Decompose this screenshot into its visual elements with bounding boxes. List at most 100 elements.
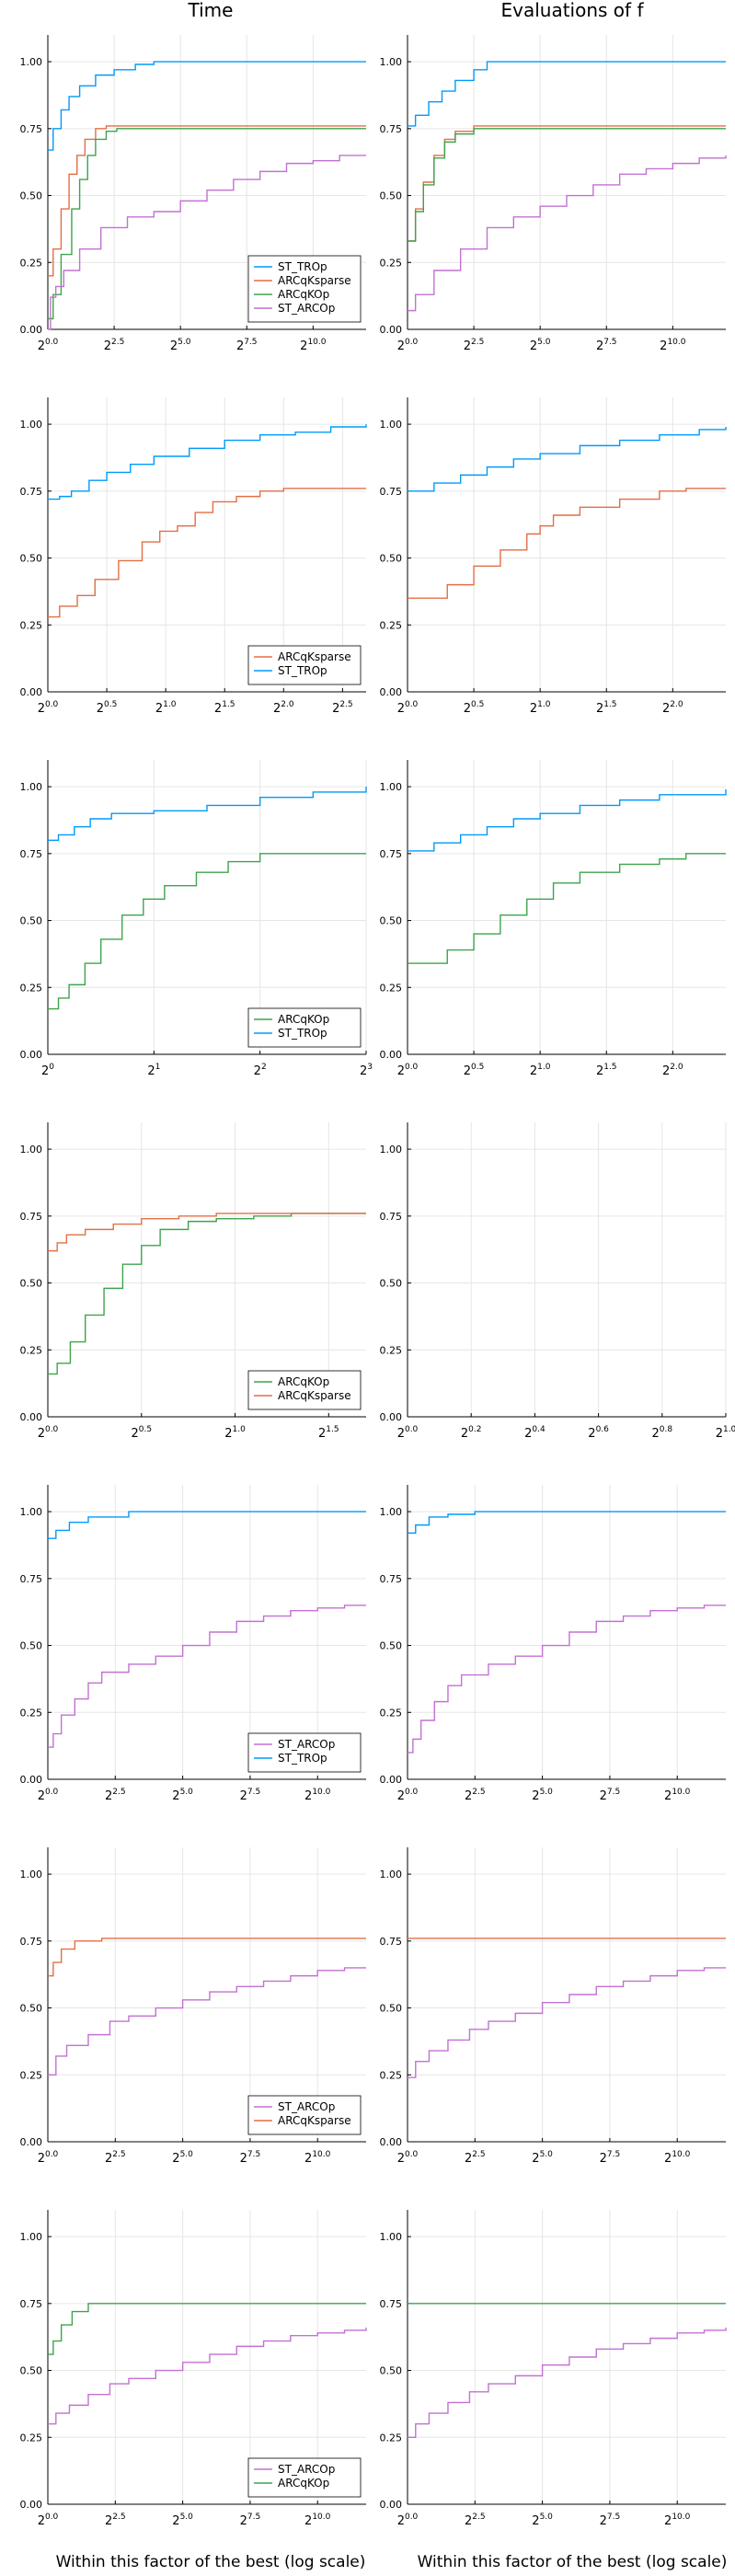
x-tick-label: 21.0 — [716, 1425, 735, 1441]
legend-box — [247, 1370, 362, 1410]
y-tick-label: 0.50 — [20, 915, 43, 927]
legend-label: ARCqKOp — [278, 1013, 329, 1026]
x-tick-label: 25.0 — [532, 1788, 553, 1803]
x-tick-label: 21 — [147, 1063, 160, 1078]
legend-label: ARCqKsparse — [278, 274, 351, 287]
legend-label: ST_TROp — [278, 260, 327, 273]
panel-r3-c1: 0.00 0.25 0.50 0.75 1.00 20.0 20.2 20.4 20.6 20.8… — [380, 1122, 735, 1441]
y-tick-label: 0.25 — [20, 257, 43, 269]
x-tick-label: 25.0 — [172, 2513, 193, 2528]
series-line-st_trop — [48, 61, 366, 151]
panel-r6-c0: 0.00 0.25 0.50 0.75 1.00 20.0 22.5 25.0 27.5 210.… — [20, 2210, 367, 2528]
legend-label: ST_ARCOp — [278, 2463, 335, 2476]
legend-box — [247, 1007, 362, 1048]
panel-r0-c1: 0.00 0.25 0.50 0.75 1.00 20.0 22.5 25.0 27.5 210.… — [380, 35, 727, 353]
y-tick-label: 0.50 — [380, 2003, 403, 2015]
x-axis-label-right: Within this factor of the best (log scal… — [418, 2553, 728, 2571]
panel-r6-c1: 0.00 0.25 0.50 0.75 1.00 20.0 22.5 25.0 27.5 210.… — [380, 2210, 727, 2528]
y-tick-label: 0.25 — [20, 1344, 43, 1356]
y-tick-label: 0.00 — [20, 324, 43, 336]
y-tick-label: 1.00 — [380, 781, 403, 793]
y-tick-label: 0.50 — [380, 915, 403, 927]
x-tick-label: 27.5 — [600, 1788, 621, 1803]
legend-label: ARCqKOp — [278, 2477, 329, 2490]
x-tick-label: 20.0 — [397, 2513, 419, 2528]
y-tick-label: 0.75 — [20, 486, 43, 498]
x-tick-label: 21.5 — [596, 1063, 617, 1078]
series-line-arcqksparse — [408, 488, 726, 599]
y-tick-label: 0.25 — [380, 257, 403, 269]
series-line-st_arcop — [408, 1967, 726, 2078]
x-tick-label: 25.0 — [532, 2513, 553, 2528]
y-tick-label: 0.75 — [20, 123, 43, 135]
y-tick-label: 0.00 — [20, 2499, 43, 2511]
series-line-st_trop — [48, 787, 367, 841]
y-tick-label: 1.00 — [380, 1144, 403, 1156]
x-tick-label: 22.5 — [465, 1788, 486, 1803]
x-tick-label: 210.0 — [664, 2150, 691, 2166]
x-tick-label: 20.0 — [397, 1788, 419, 1803]
y-tick-label: 0.75 — [380, 123, 403, 135]
y-tick-label: 0.00 — [20, 1411, 43, 1423]
x-axis-label-left: Within this factor of the best (log scal… — [56, 2553, 366, 2571]
y-tick-label: 0.25 — [380, 2069, 403, 2081]
y-tick-label: 0.50 — [20, 553, 43, 565]
x-tick-label: 210.0 — [660, 338, 686, 353]
series-line-st_trop — [408, 427, 727, 492]
panel-r3-c0: 0.00 0.25 0.50 0.75 1.00 20.0 20.5 21.0 21.5 ARCq… — [20, 1122, 366, 1441]
y-tick-label: 0.75 — [20, 848, 43, 860]
x-tick-label: 22.5 — [105, 2150, 126, 2166]
x-tick-label: 20.0 — [38, 1425, 59, 1441]
legend-label: ST_ARCOp — [278, 1738, 335, 1751]
panel-r5-c0: 0.00 0.25 0.50 0.75 1.00 20.0 22.5 25.0 27.5 210.… — [20, 1847, 366, 2166]
y-tick-label: 0.50 — [380, 2365, 403, 2377]
series-line-st_trop — [408, 789, 727, 852]
x-tick-label: 22.0 — [662, 1063, 683, 1078]
x-tick-label: 22.5 — [464, 338, 485, 353]
series-line-st_arcop — [48, 2328, 367, 2425]
x-tick-label: 210.0 — [664, 1788, 691, 1803]
x-tick-label: 20.0 — [397, 2150, 419, 2166]
panel-r4-c1: 0.00 0.25 0.50 0.75 1.00 20.0 22.5 25.0 27.5 210.… — [380, 1485, 726, 1803]
y-tick-label: 0.50 — [380, 1640, 403, 1652]
series-line-arcqkop — [48, 2303, 366, 2355]
legend-label: ST_TROp — [278, 1027, 327, 1040]
panel-r0-c0: 0.00 0.25 0.50 0.75 1.00 20.0 22.5 25.0 27.5 210.… — [20, 35, 366, 353]
y-tick-label: 0.75 — [20, 1211, 43, 1223]
x-tick-label: 25.0 — [172, 2150, 193, 2166]
x-tick-label: 21.0 — [224, 1425, 246, 1441]
x-tick-label: 210.0 — [300, 338, 327, 353]
x-tick-label: 20.0 — [38, 1788, 59, 1803]
y-tick-label: 1.00 — [380, 2231, 403, 2243]
x-tick-label: 27.5 — [600, 2150, 621, 2166]
legend-label: ARCqKsparse — [278, 650, 351, 663]
y-tick-label: 1.00 — [380, 1869, 403, 1880]
x-tick-label: 20 — [41, 1063, 54, 1078]
y-tick-label: 0.50 — [380, 1278, 403, 1290]
y-tick-label: 0.75 — [380, 1211, 403, 1223]
y-tick-label: 0.50 — [380, 553, 403, 565]
x-tick-label: 210.0 — [664, 2513, 691, 2528]
series-line-arcqksparse — [48, 1938, 366, 1977]
series-line-st_trop — [48, 1511, 366, 1539]
x-tick-label: 27.5 — [240, 2150, 261, 2166]
x-tick-label: 20.0 — [397, 338, 419, 353]
y-tick-label: 0.25 — [380, 1344, 403, 1356]
panel-r1-c0: 0.00 0.25 0.50 0.75 1.00 20.0 20.5 21.0 21.5 22.0… — [20, 397, 367, 716]
legend-label: ARCqKsparse — [278, 2114, 351, 2127]
x-tick-label: 21.5 — [214, 700, 235, 716]
x-tick-label: 22.5 — [105, 1788, 126, 1803]
y-tick-label: 0.75 — [380, 848, 403, 860]
x-tick-label: 20.0 — [38, 700, 59, 716]
legend-label: ARCqKOp — [278, 1375, 329, 1388]
x-tick-label: 20.5 — [131, 1425, 152, 1441]
y-tick-label: 1.00 — [20, 1506, 43, 1518]
y-tick-label: 1.00 — [20, 1869, 43, 1880]
x-tick-label: 20.8 — [651, 1425, 672, 1441]
x-tick-label: 20.2 — [461, 1425, 482, 1441]
y-tick-label: 0.75 — [20, 2298, 43, 2310]
x-tick-label: 21.0 — [530, 1063, 551, 1078]
column-title-evaluations: Evaluations of f — [501, 0, 645, 21]
y-tick-label: 1.00 — [20, 56, 43, 68]
y-tick-label: 0.00 — [380, 1411, 403, 1423]
